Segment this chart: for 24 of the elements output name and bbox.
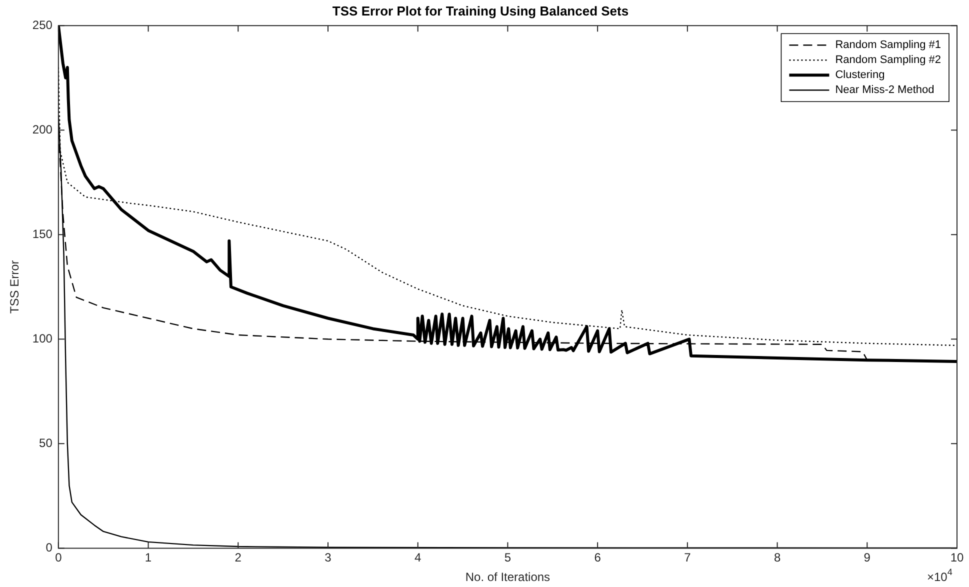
y-tick-label: 0 bbox=[46, 540, 53, 555]
y-axis-title: TSS Error bbox=[8, 260, 22, 314]
x-tick-label: 3 bbox=[324, 550, 332, 565]
x-tick-label: 0 bbox=[55, 550, 62, 565]
legend-label: Near Miss-2 Method bbox=[835, 84, 934, 96]
chart-title: TSS Error Plot for Training Using Balanced Sets bbox=[332, 3, 629, 18]
x-tick-label: 2 bbox=[234, 550, 242, 565]
x-tick-label: 1 bbox=[144, 550, 152, 565]
legend-label: Clustering bbox=[835, 69, 885, 82]
x-tick-label: 6 bbox=[594, 550, 602, 565]
y-tick-label: 200 bbox=[32, 122, 53, 136]
legend-label: Random Sampling #2 bbox=[835, 54, 942, 66]
x-tick-label: 4 bbox=[414, 550, 422, 565]
y-tick-label: 250 bbox=[32, 18, 53, 32]
y-tick-label: 150 bbox=[32, 226, 53, 241]
x-tick-label: 5 bbox=[504, 550, 512, 565]
x-axis-title: No. of Iterations bbox=[465, 570, 550, 584]
x-tick-label: 10 bbox=[950, 550, 964, 565]
y-tick-label: 100 bbox=[32, 331, 53, 346]
x-tick-label: 7 bbox=[684, 550, 692, 565]
x-tick-label: 9 bbox=[864, 550, 871, 565]
y-tick-label: 50 bbox=[39, 436, 53, 450]
legend-label: Random Sampling #1 bbox=[835, 39, 942, 52]
x-tick-label: 8 bbox=[774, 550, 781, 565]
